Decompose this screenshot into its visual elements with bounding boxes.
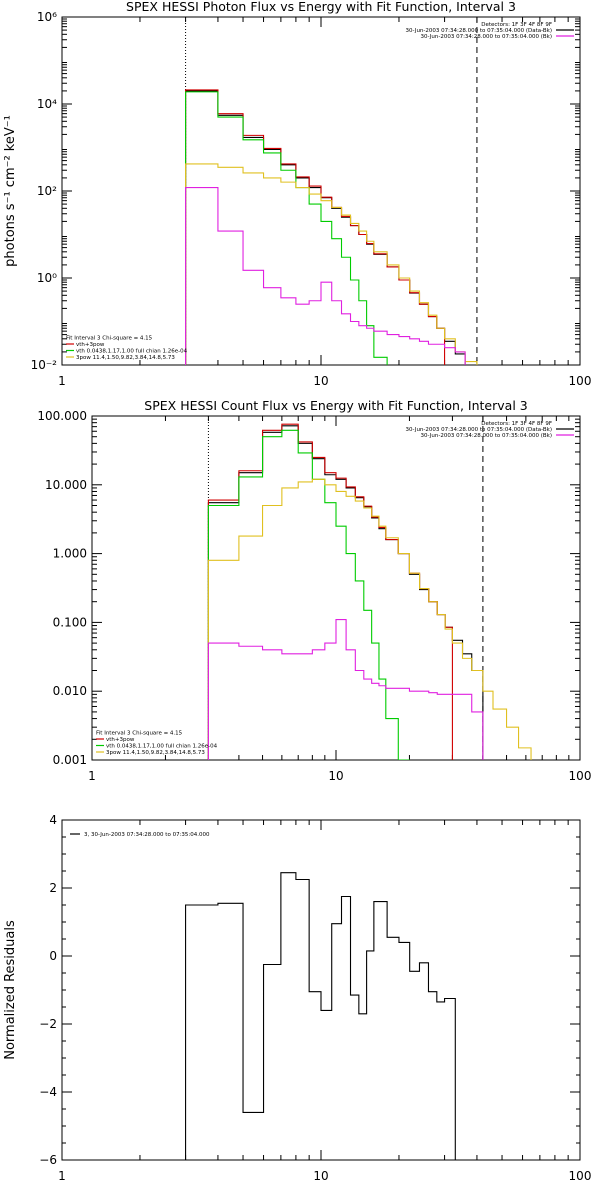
y-tick-label: 0.100	[53, 615, 87, 629]
y-tick-label: 10⁻²	[31, 358, 58, 372]
chart-title: SPEX HESSI Photon Flux vs Energy with Fi…	[126, 0, 516, 14]
x-tick-label: 1	[88, 769, 96, 783]
y-tick-label: −4	[39, 1085, 57, 1099]
y-tick-label: 10⁴	[37, 97, 57, 111]
chart-title: SPEX HESSI Count Flux vs Energy with Fit…	[144, 398, 527, 413]
legend-entry: 30-Jun-2003 07:34:28.000 to 07:35:04.000…	[406, 28, 552, 34]
x-tick-label: 10	[313, 1169, 328, 1183]
y-axis-label: photons s⁻¹ cm⁻² keV⁻¹	[3, 115, 18, 267]
series-bk	[207, 619, 484, 760]
legend-entry: 3pow 11.4,1.50,9.82,3.84,14.8,5.73	[106, 750, 205, 756]
x-tick-label: 1	[58, 374, 66, 388]
legend-entry: 3pow 11.4,1.50,9.82,3.84,14.8,5.73	[76, 355, 175, 361]
y-axis-label: Normalized Residuals	[3, 920, 18, 1060]
x-tick-label: 10	[313, 374, 328, 388]
x-tick-label: 100	[569, 769, 592, 783]
y-tick-label: −2	[39, 1017, 57, 1031]
y-tick-label: −6	[39, 1153, 57, 1167]
plot-frame	[91, 415, 581, 761]
x-tick-label: 10	[328, 769, 343, 783]
y-tick-label: 10.000	[45, 478, 87, 492]
y-tick-label: 10⁰	[37, 271, 57, 285]
series-vth	[185, 91, 388, 365]
series-vth	[207, 429, 411, 760]
series-vth-3pow	[207, 423, 453, 760]
plot-frame	[61, 819, 581, 1161]
legend-entry: Detectors: 1F 3F 4F 8F 9F	[481, 421, 552, 427]
legend-entry: vth+3pow	[106, 737, 135, 743]
series-data-bk	[185, 90, 466, 365]
x-tick-label: 100	[569, 1169, 592, 1183]
series-3pow	[185, 163, 478, 365]
legend-entry: vth 0.0438,1.17,1.00 full chian 1.26e-04	[76, 349, 188, 355]
y-tick-label: 0.001	[53, 753, 87, 767]
y-tick-label: 4	[49, 813, 57, 827]
x-tick-label: 100	[569, 374, 592, 388]
legend-entry: Fit Interval 3 Chi-square = 4.15	[66, 336, 153, 342]
y-tick-label: 0.010	[53, 684, 87, 698]
y-tick-label: 10⁶	[37, 10, 57, 24]
legend-entry: Detectors: 1F 3F 4F 8F 9F	[481, 22, 552, 28]
series-3pow	[207, 478, 532, 760]
legend-entry: vth+3pow	[76, 342, 105, 348]
legend-entry: 3, 30-Jun-2003 07:34:28.000 to 07:35:04.…	[84, 832, 210, 838]
chart-panel-3: 1 10 100 −6 −4 −2 0 2 4 Normalized Residuals 3, 30…	[3, 813, 591, 1183]
y-tick-label: 10²	[37, 184, 57, 198]
legend-entry: Fit Interval 3 Chi-square = 4.15	[96, 731, 183, 737]
y-tick-label: 0	[49, 949, 57, 963]
legend-entry: 30-Jun-2003 07:34:28.000 to 07:35:04.000…	[406, 427, 552, 433]
x-tick-label: 1	[58, 1169, 66, 1183]
legend-entry: 30-Jun-2003 07:34:28.000 to 07:35:04.000…	[420, 34, 552, 40]
y-tick-label: 1.000	[53, 547, 87, 561]
chart-panel-1: SPEX HESSI Photon Flux vs Energy with Fi…	[3, 0, 592, 388]
legend-entry: 30-Jun-2003 07:34:28.000 to 07:35:04.000…	[420, 433, 552, 439]
y-tick-label: 100.000	[37, 409, 87, 423]
series-vth-3pow	[185, 89, 446, 365]
chart-panel-2: SPEX HESSI Count Flux vs Energy with Fit…	[37, 398, 591, 783]
series-3-30-jun-2003-07-34-28-000-to-07-35-04-000	[185, 872, 456, 1160]
legend-entry: vth 0.0438,1.17,1.00 full chian 1.26e-04	[106, 744, 218, 750]
y-tick-label: 2	[49, 881, 57, 895]
series-bk	[185, 187, 466, 365]
